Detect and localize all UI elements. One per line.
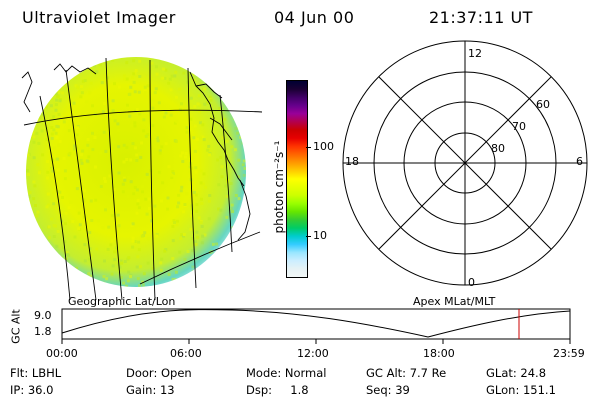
xtick-2359: 23:59 <box>553 347 585 360</box>
seq-info: Seq: 39 <box>366 383 410 397</box>
colorbar-tick-label-10: 10 <box>313 229 327 242</box>
altitude-ylabel: GC Alt <box>9 309 23 344</box>
colorbar <box>286 80 308 278</box>
lat-label-70: 70 <box>512 120 526 133</box>
apex-mlat-mlt-label: Apex MLat/MLT <box>413 295 496 308</box>
instrument-title: Ultraviolet Imager <box>22 8 176 27</box>
door-info: Door: Open <box>126 366 192 380</box>
ytick-1.8: 1.8 <box>34 325 52 338</box>
time-label: 21:37:11 UT <box>429 8 533 27</box>
colorbar-tick-label-100: 100 <box>313 140 334 153</box>
polar-diagonal-1 <box>378 76 552 250</box>
colorbar-gradient <box>287 81 307 277</box>
xtick-1800: 18:00 <box>423 347 455 360</box>
coastline <box>21 63 251 241</box>
glon-info: GLon: 151.1 <box>486 383 556 397</box>
geographic-lat-lon-label: Geographic Lat/Lon <box>68 295 176 308</box>
xtick-0600: 06:00 <box>170 347 202 360</box>
geographic-grid <box>23 57 263 301</box>
ytick-9: 9.0 <box>34 309 52 322</box>
earth-speckle <box>26 57 246 287</box>
mode-info: Mode: Normal <box>246 366 327 380</box>
lat-label-80: 80 <box>491 142 505 155</box>
colorbar-unit-label: photon cm⁻²s⁻¹ <box>272 140 286 234</box>
filter-info: Flt: LBHL <box>10 366 62 380</box>
polar-diagonal-2 <box>378 76 552 250</box>
gc-alt-info: GC Alt: 7.7 Re <box>366 366 447 380</box>
mlt-label-12: 12 <box>468 47 482 60</box>
polar-ring-60 <box>373 71 557 255</box>
xtick-1200: 12:00 <box>297 347 329 360</box>
mlt-label-18: 18 <box>345 155 359 168</box>
lat-label-60: 60 <box>536 98 550 111</box>
earth-disk <box>26 57 246 287</box>
glat-info: GLat: 24.8 <box>486 366 547 380</box>
colorbar-tick-10 <box>306 236 311 237</box>
altitude-curve <box>61 309 571 338</box>
colorbar-tick-100 <box>306 147 311 148</box>
dsp-info: Dsp: 1.8 <box>246 383 309 397</box>
altitude-plot-frame <box>61 308 571 340</box>
polar-ring-outer <box>342 40 588 286</box>
polar-ring-80 <box>434 132 496 194</box>
polar-ring-70 <box>403 101 527 225</box>
xtick-0000: 00:00 <box>46 347 78 360</box>
date-label: 04 Jun 00 <box>274 8 355 27</box>
ip-info: IP: 36.0 <box>10 383 54 397</box>
mlt-label-6: 6 <box>576 155 583 168</box>
mlt-label-0: 0 <box>468 276 475 289</box>
gain-info: Gain: 13 <box>126 383 175 397</box>
